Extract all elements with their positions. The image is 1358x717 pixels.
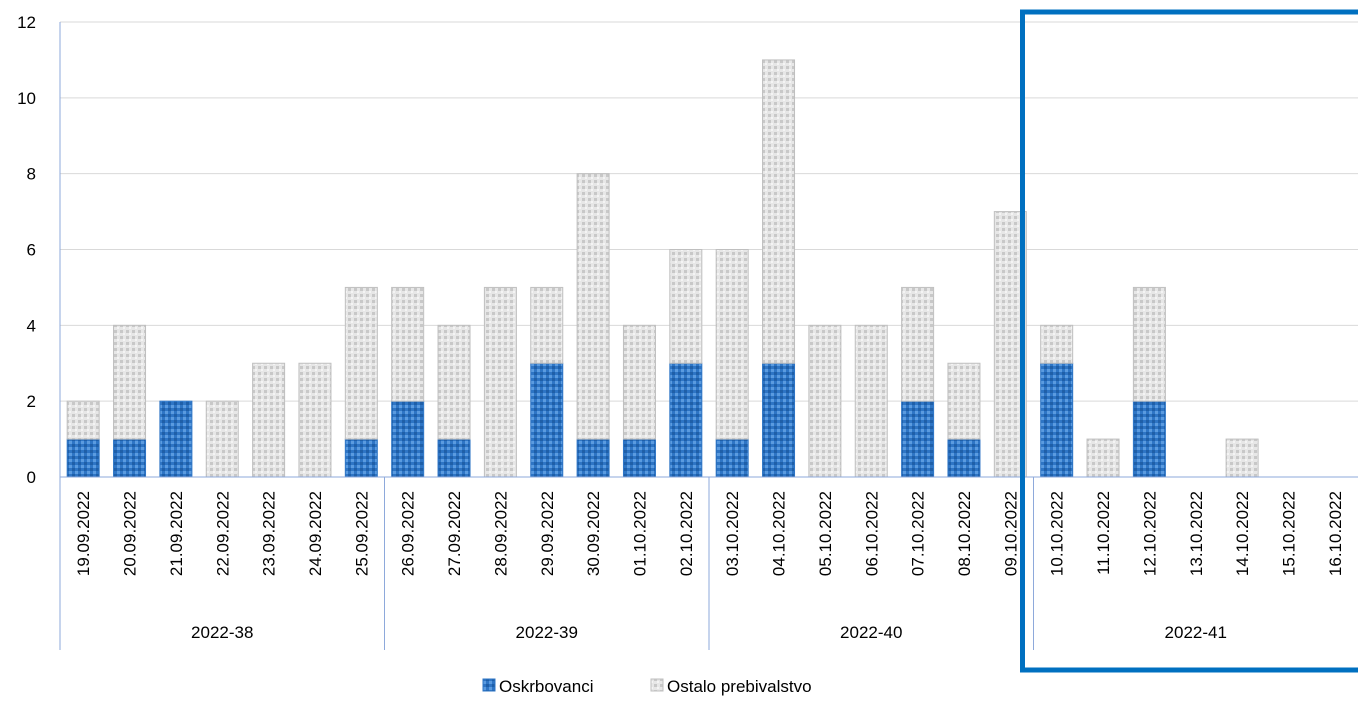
x-tick-label: 29.09.2022 [538,491,557,576]
highlight-rectangle [1020,9,1358,673]
legend-label: Ostalo prebivalstvo [667,677,812,696]
bar-oskrbovanci [1040,362,1074,478]
x-tick-label: 20.09.2022 [121,491,140,576]
bar-ostalo-prebivalstvo [762,59,796,364]
bar-oskrbovanci [576,438,610,478]
x-tick-label: 30.09.2022 [584,491,603,576]
x-tick-label: 16.10.2022 [1326,491,1345,576]
x-tick-label: 01.10.2022 [630,491,649,576]
bar-oskrbovanci [437,438,471,478]
x-tick-label: 02.10.2022 [677,491,696,576]
bar-ostalo-prebivalstvo [344,286,378,440]
bar-oskrbovanci [66,438,100,478]
week-groups: 2022-38 2022-39 2022-40 2022-41 [59,477,1227,650]
x-tick-label: 22.09.2022 [213,491,232,576]
bar-ostalo-prebivalstvo [1086,438,1120,478]
y-tick-label: 6 [27,241,36,260]
y-axis-ticks: 0 2 4 6 8 10 12 [17,13,36,487]
x-tick-label: 11.10.2022 [1094,491,1113,575]
highlight-box [1020,9,1358,673]
bar-oskrbovanci [530,362,564,478]
bar-ostalo-prebivalstvo [854,324,888,478]
x-tick-label: 24.09.2022 [306,491,325,576]
bar-ostalo-prebivalstvo [391,286,425,402]
legend-swatch-oskrbovanci [482,678,496,692]
y-tick-label: 0 [27,468,36,487]
x-tick-label: 14.10.2022 [1233,491,1252,576]
bar-ostalo-prebivalstvo [669,249,703,364]
bar-oskrbovanci [762,362,796,478]
bar-ostalo-prebivalstvo [901,286,935,402]
x-tick-label: 12.10.2022 [1140,491,1159,576]
legend-label: Oskrbovanci [499,677,593,696]
bar-ostalo-prebivalstvo [715,249,749,440]
x-tick-label: 26.09.2022 [399,491,418,576]
bar-ostalo-prebivalstvo [808,324,842,478]
bar-oskrbovanci [159,400,193,478]
bar-ostalo-prebivalstvo [1132,286,1166,402]
bar-oskrbovanci [1132,400,1166,478]
bar-ostalo-prebivalstvo [576,173,610,440]
bar-ostalo-prebivalstvo [298,362,332,478]
week-group-label: 2022-40 [840,623,902,642]
x-tick-label: 27.09.2022 [445,491,464,576]
x-tick-label: 10.10.2022 [1048,491,1067,576]
y-tick-label: 12 [17,13,36,32]
y-tick-label: 10 [17,89,36,108]
bar-oskrbovanci [113,438,147,478]
bar-oskrbovanci [669,362,703,478]
bar-ostalo-prebivalstvo [252,362,286,478]
bar-oskrbovanci [715,438,749,478]
bar-ostalo-prebivalstvo [205,400,239,478]
bar-ostalo-prebivalstvo [483,286,517,478]
x-tick-label: 19.09.2022 [74,491,93,576]
y-tick-label: 4 [27,316,36,335]
week-group-label: 2022-38 [191,623,253,642]
bar-oskrbovanci [947,438,981,478]
week-group-label: 2022-41 [1165,623,1227,642]
y-tick-label: 2 [27,392,36,411]
legend-swatch-ostalo-prebivalstvo [650,678,664,692]
bar-ostalo-prebivalstvo [947,362,981,440]
x-tick-label: 28.09.2022 [491,491,510,576]
x-tick-label: 21.09.2022 [167,491,186,576]
x-tick-label: 04.10.2022 [770,491,789,576]
bar-ostalo-prebivalstvo [437,324,471,440]
bar-oskrbovanci [344,438,378,478]
bar-ostalo-prebivalstvo [1040,324,1074,364]
x-tick-label: 15.10.2022 [1279,491,1298,576]
x-tick-label: 06.10.2022 [862,491,881,576]
x-tick-label: 08.10.2022 [955,491,974,576]
bar-oskrbovanci [901,400,935,478]
x-tick-label: 07.10.2022 [909,491,928,576]
week-group-label: 2022-39 [516,623,578,642]
bar-ostalo-prebivalstvo [1225,438,1259,478]
bar-oskrbovanci [622,438,656,478]
legend: Oskrbovanci Ostalo prebivalstvo [482,677,812,696]
bar-ostalo-prebivalstvo [113,324,147,440]
x-tick-label: 09.10.2022 [1001,491,1020,576]
x-tick-label: 03.10.2022 [723,491,742,576]
bar-ostalo-prebivalstvo [66,400,100,440]
y-tick-label: 8 [27,165,36,184]
x-tick-label: 25.09.2022 [352,491,371,576]
x-tick-label: 05.10.2022 [816,491,835,576]
bar-ostalo-prebivalstvo [530,286,564,364]
bars [66,59,1259,478]
bar-ostalo-prebivalstvo [622,324,656,440]
x-axis-ticks: 19.09.2022 20.09.2022 21.09.2022 22.09.2022… [74,491,1345,576]
x-tick-label: 23.09.2022 [260,491,279,576]
bar-oskrbovanci [391,400,425,478]
x-tick-label: 13.10.2022 [1187,491,1206,576]
